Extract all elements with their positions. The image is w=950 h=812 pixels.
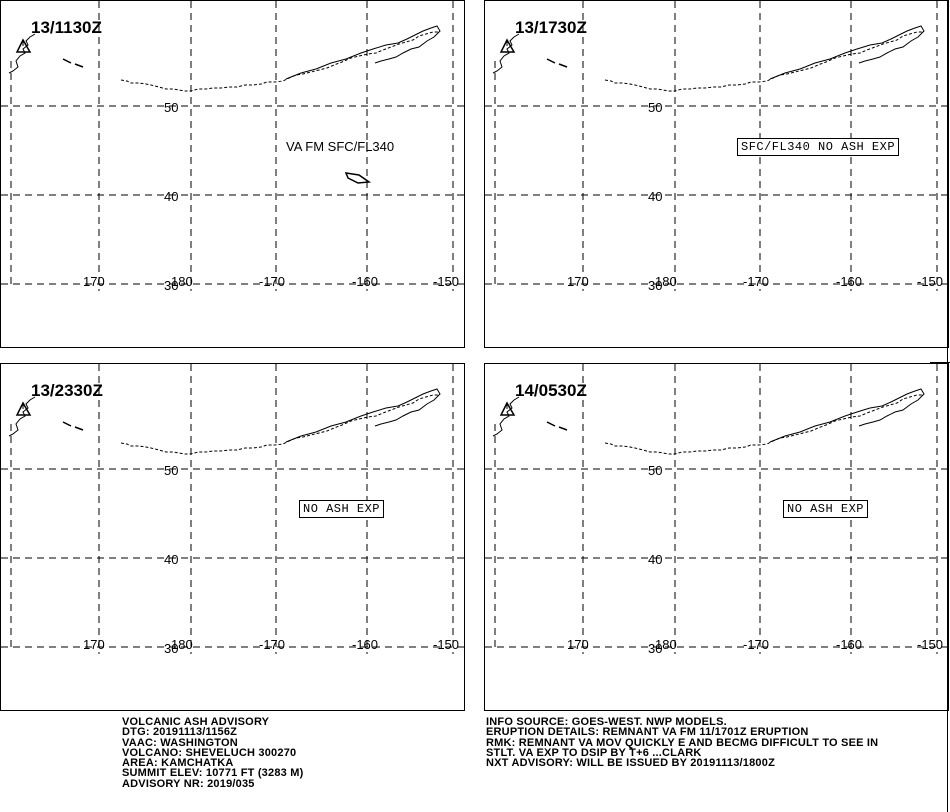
advisory-line: ERUPTION DETAILS: REMNANT VA FM 11/1701Z… [486,726,809,739]
aleutian-coastline [120,394,439,455]
advisory-line: VOLCANO: SHEVELUCH 300270 [122,746,297,759]
longitude-label: 170 [567,274,589,289]
longitude-label: 180 [655,274,677,289]
advisory-line: STLT. VA EXP TO DSIP BY T+6 ...CLARK [486,746,702,759]
latitude-label: 40 [648,552,663,567]
longitude-label: -160 [836,637,863,652]
forecast-panel-1: 13/1130Z 50 40 30 170 180 -170 -160 -150 VA FM SF… [0,0,465,348]
map-grid [1,364,464,654]
island-mark [546,421,556,427]
island-mark [74,426,84,431]
aleutian-coastline [120,31,439,92]
no-ash-expected-box: NO ASH EXP [783,500,869,518]
kamchatka-coastline [8,396,36,437]
map-grid [485,1,948,291]
no-ash-expected-box: SFC/FL340 NO ASH EXP [737,138,900,156]
longitude-label: -150 [433,274,460,289]
volcano-triangle-icon [499,401,516,416]
alaska-coastline [769,388,925,443]
kamchatka-coastline [8,33,36,74]
latitude-label: 30 [164,641,179,656]
island-mark [558,426,568,431]
island-mark [62,421,72,427]
forecast-time-label: 14/0530Z [515,381,587,400]
middle-divider-line [930,362,950,363]
alaska-coastline [285,388,441,443]
advisory-line: SUMMIT ELEV: 10771 FT (3283 M) [122,767,304,780]
island-mark [546,58,556,64]
advisory-line: VAAC: WASHINGTON [122,736,238,749]
latitude-label: 50 [164,100,179,115]
forecast-time-label: 13/1130Z [31,18,102,37]
latitude-label: 30 [164,278,179,293]
longitude-label: -150 [917,637,944,652]
island-mark [74,63,84,68]
advisory-line: ADVISORY NR: 2019/035 [122,777,255,790]
longitude-label: 180 [171,274,193,289]
no-ash-expected-box: NO ASH EXP [299,500,385,518]
longitude-label: -170 [259,637,286,652]
map-grid [1,1,464,291]
advisory-text-right: INFO SOURCE: GOES-WEST. NWP MODELS. ERUPT… [486,716,879,770]
island-mark [62,58,72,64]
advisory-text-left: VOLCANIC ASH ADVISORY DTG: 20191113/1156Z… [122,716,304,790]
alaska-coastline [769,25,925,80]
forecast-time-label: 13/1730Z [515,18,587,37]
longitude-label: -160 [352,637,379,652]
latitude-label: 40 [648,189,663,204]
kamchatka-coastline [492,396,520,437]
volcano-triangle-icon [15,401,32,416]
latitude-label: 40 [164,552,179,567]
latitude-label: 50 [164,463,179,478]
latitude-label: 50 [648,463,663,478]
longitude-label: -170 [743,274,770,289]
kamchatka-coastline [492,33,520,74]
longitude-label: -160 [836,274,863,289]
volcano-triangle-icon [15,38,32,53]
longitude-label: -170 [743,637,770,652]
advisory-line: INFO SOURCE: GOES-WEST. NWP MODELS. [486,716,727,728]
longitude-label: 180 [171,637,193,652]
alaska-coastline [285,25,441,80]
longitude-label: 170 [83,274,105,289]
longitude-label: -150 [917,274,944,289]
ash-cloud-polygon [344,172,372,184]
ash-height-annotation: VA FM SFC/FL340 [286,139,395,154]
island-mark [558,63,568,68]
forecast-panel-4: 14/0530Z 50 40 30 170 180 -170 -160 -150 NO ASH E… [484,363,949,711]
advisory-line: VOLCANIC ASH ADVISORY [122,716,270,728]
advisory-line: AREA: KAMCHATKA [122,757,234,770]
aleutian-coastline [604,394,923,455]
latitude-label: 30 [648,278,663,293]
forecast-time-label: 13/2330Z [31,381,103,400]
forecast-panel-2: 13/1730Z 50 40 30 170 180 -170 -160 -150 SFC/FL34… [484,0,949,348]
advisory-line: NXT ADVISORY: WILL BE ISSUED BY 20191113… [486,757,775,770]
advisory-line: RMK: REMNANT VA MOV QUICKLY E AND BECMG … [486,736,879,749]
longitude-label: 180 [655,637,677,652]
latitude-label: 40 [164,189,179,204]
longitude-label: -170 [259,274,286,289]
volcano-triangle-icon [499,38,516,53]
advisory-line: DTG: 20191113/1156Z [122,726,238,739]
longitude-label: -160 [352,274,379,289]
right-border-line [947,0,948,812]
longitude-label: -150 [433,637,460,652]
map-grid [485,364,948,654]
latitude-label: 30 [648,641,663,656]
latitude-label: 50 [648,100,663,115]
forecast-panel-3: 13/2330Z 50 40 30 170 180 -170 -160 -150 NO ASH E… [0,363,465,711]
aleutian-coastline [604,31,923,92]
longitude-label: 170 [567,637,589,652]
longitude-label: 170 [83,637,105,652]
